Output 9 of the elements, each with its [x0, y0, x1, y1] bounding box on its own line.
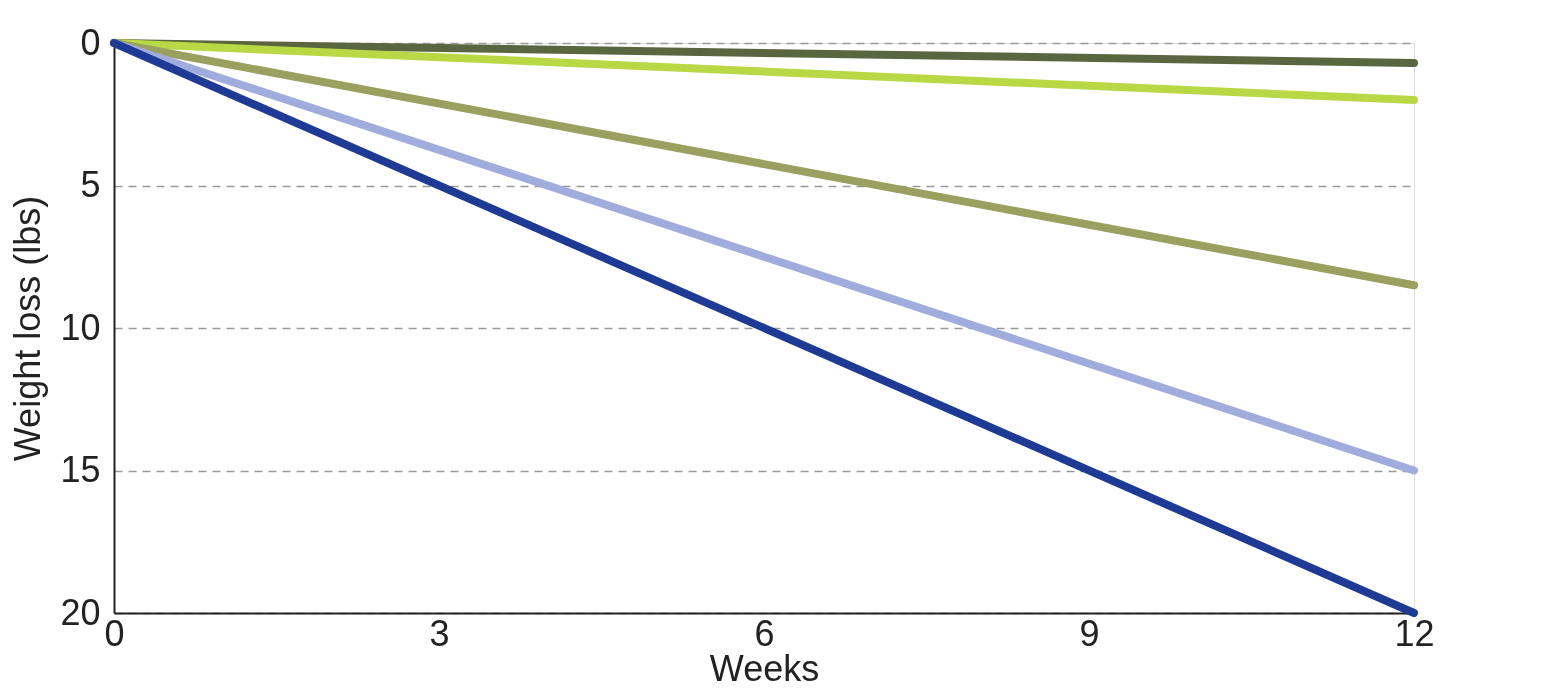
x-tick-label: 3 [429, 612, 450, 654]
y-tick-label: 10 [60, 306, 101, 348]
y-tick-label: 5 [80, 164, 101, 205]
x-tick-label: 9 [1079, 612, 1100, 654]
y-tick-label: 20 [60, 591, 101, 633]
y-tick-label: 15 [60, 449, 101, 490]
x-tick-label: 12 [1394, 612, 1435, 654]
y-axis-title: Weight loss (lbs) [7, 195, 49, 462]
y-tick-label: 0 [80, 21, 101, 63]
